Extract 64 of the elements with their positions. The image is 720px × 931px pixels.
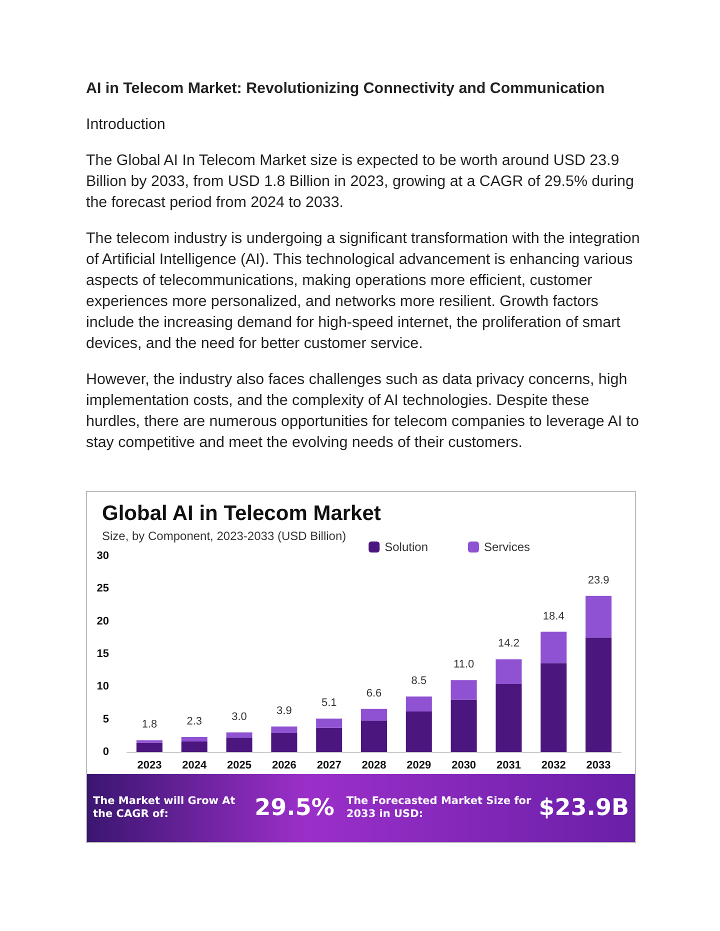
bar: [450, 680, 477, 700]
bar: [271, 726, 298, 734]
total-label: 3.9: [276, 705, 292, 718]
bar: [450, 700, 477, 752]
bar: [271, 733, 298, 752]
y-tick-label: 10: [96, 680, 109, 693]
x-tick-label: 2033: [586, 760, 611, 772]
x-tick-label: 2028: [362, 760, 386, 772]
total-label: 5.1: [321, 697, 337, 710]
bar: [136, 740, 162, 743]
text: The telecom industry is undergoing a significant transformation with the integration of Artificial Intelligence (AI). This technological advancement is enhancing various aspects of telecommunications, making operations more efficient, customer experiences more personalized, and networks more resilient. Growth factors include the increasing demand for high-speed internet, the proliferation of smart devices, and the need for better customer service.: [86, 229, 641, 354]
text: 29.5%: [254, 795, 336, 821]
total-label: 2.3: [186, 715, 202, 728]
total-label: 3.0: [232, 710, 247, 723]
x-tick-label: 2025: [227, 760, 252, 772]
legend-label: Solution: [384, 540, 428, 554]
text: However, the industry also faces challenges such as data privacy concerns, high implementation costs, and the complexity of AI technologies. Despite these hurdles, there are numerous opportunities for telecom companies to leverage AI to stay competitive and meet the evolving needs of their customers.: [86, 370, 640, 453]
chart-title: Global AI in Telecom Market: [102, 502, 381, 525]
total-label: 14.2: [498, 638, 520, 650]
y-tick-label: 30: [96, 550, 109, 562]
total-label: 18.4: [542, 610, 564, 622]
x-tick-label: 2031: [496, 760, 521, 772]
text: The Forecasted Market Size for 2033 in USD:: [345, 795, 532, 821]
x-tick-label: 2029: [406, 760, 432, 772]
bar: [181, 736, 208, 742]
x-tick-label: 2026: [272, 760, 296, 772]
text: Introduction: [86, 115, 166, 135]
total-label: 11.0: [454, 658, 474, 671]
bar: [136, 742, 162, 752]
y-tick-label: 25: [96, 582, 109, 595]
bar: [540, 632, 567, 664]
total-label: 6.6: [366, 687, 382, 700]
x-tick-label: 2030: [452, 760, 476, 772]
total-label: 1.8: [142, 718, 158, 731]
bar: [316, 718, 342, 728]
text: The Global AI In Telecom Market size is expected to be worth around USD 23.9 Billion by 2033, from USD 1.8 Billion in 2023, growing at a CAGR of 29.5% during the forecast period from 2024 to 2033.: [86, 151, 635, 213]
bar: [406, 711, 432, 752]
bar: [540, 663, 567, 752]
bar: [361, 720, 387, 752]
total-label: 8.5: [411, 674, 427, 687]
x-tick-label: 2023: [137, 760, 162, 772]
total-label: 23.9: [588, 574, 610, 586]
y-tick-label: 15: [96, 648, 109, 660]
y-tick-label: 0: [102, 746, 109, 758]
legend-label: Services: [484, 540, 530, 554]
x-tick-label: 2032: [541, 760, 566, 772]
bar: [496, 659, 522, 684]
bar: [586, 596, 612, 638]
y-tick-label: 5: [102, 713, 109, 726]
bar: [496, 684, 522, 752]
text: The Market will Grow At the CAGR of:: [92, 795, 236, 821]
bar: [226, 732, 252, 738]
bar: [406, 696, 432, 712]
x-tick-label: 2024: [182, 760, 208, 772]
bar: [226, 738, 252, 752]
bar: [361, 708, 387, 721]
bar: [586, 638, 612, 752]
text: AI in Telecom Market: Revolutionizing Connectivity and Communication: [86, 79, 606, 99]
x-tick-label: 2027: [316, 760, 342, 772]
chart-subtitle: Size, by Component, 2023-2033 (USD Billion): [102, 529, 346, 543]
text: $23.9B: [538, 795, 630, 821]
bar: [316, 728, 342, 752]
y-tick-label: 20: [96, 615, 109, 628]
bar: [181, 742, 208, 752]
